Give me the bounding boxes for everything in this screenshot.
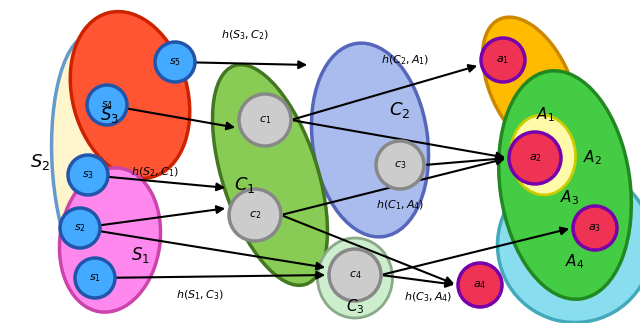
Text: $A_4$: $A_4$ [565,253,585,271]
Text: $A_2$: $A_2$ [582,149,602,167]
Circle shape [329,249,381,301]
Circle shape [60,208,100,248]
Text: $C_1$: $C_1$ [234,175,256,195]
Text: $A_1$: $A_1$ [536,106,554,124]
Text: $h(S_3,C_2)$: $h(S_3,C_2)$ [221,28,269,42]
Text: $S_3$: $S_3$ [100,105,120,125]
Text: $c_1$: $c_1$ [259,114,271,126]
Text: $s_5$: $s_5$ [169,56,181,68]
Circle shape [481,38,525,82]
Ellipse shape [212,65,328,285]
Text: $h(C_2,A_1)$: $h(C_2,A_1)$ [381,53,429,67]
Circle shape [239,94,291,146]
Circle shape [75,258,115,298]
Text: $s_1$: $s_1$ [89,272,101,284]
Circle shape [376,141,424,189]
Ellipse shape [70,12,189,178]
Text: $c_4$: $c_4$ [349,269,362,281]
Ellipse shape [497,168,640,322]
Text: $C_3$: $C_3$ [346,298,364,316]
Ellipse shape [511,115,575,195]
Text: $a_1$: $a_1$ [497,54,509,66]
Circle shape [509,132,561,184]
Text: $s_4$: $s_4$ [101,99,113,111]
Text: $a_2$: $a_2$ [529,152,541,164]
Text: $s_2$: $s_2$ [74,222,86,234]
Text: $a_3$: $a_3$ [588,222,602,234]
Circle shape [458,263,502,307]
Ellipse shape [499,71,631,299]
Circle shape [87,85,127,125]
Ellipse shape [483,17,577,153]
Circle shape [229,189,281,241]
Text: $c_2$: $c_2$ [249,209,261,221]
Ellipse shape [312,43,429,237]
Text: $S_2$: $S_2$ [30,152,50,172]
Ellipse shape [52,35,143,289]
Text: $a_4$: $a_4$ [474,279,486,291]
Text: $C_2$: $C_2$ [389,100,411,120]
Text: $h(S_1,C_3)$: $h(S_1,C_3)$ [176,288,224,302]
Text: $c_3$: $c_3$ [394,159,406,171]
Ellipse shape [60,168,161,312]
Circle shape [573,206,617,250]
Text: $S_1$: $S_1$ [131,245,150,265]
Text: $s_3$: $s_3$ [82,169,94,181]
Circle shape [155,42,195,82]
Text: $h(C_3,A_4)$: $h(C_3,A_4)$ [404,290,452,304]
Circle shape [68,155,108,195]
Text: $h(C_1,A_4)$: $h(C_1,A_4)$ [376,198,424,212]
Text: $h(S_2,C_1)$: $h(S_2,C_1)$ [131,165,179,179]
Text: $A_3$: $A_3$ [561,189,580,207]
Ellipse shape [317,238,392,318]
